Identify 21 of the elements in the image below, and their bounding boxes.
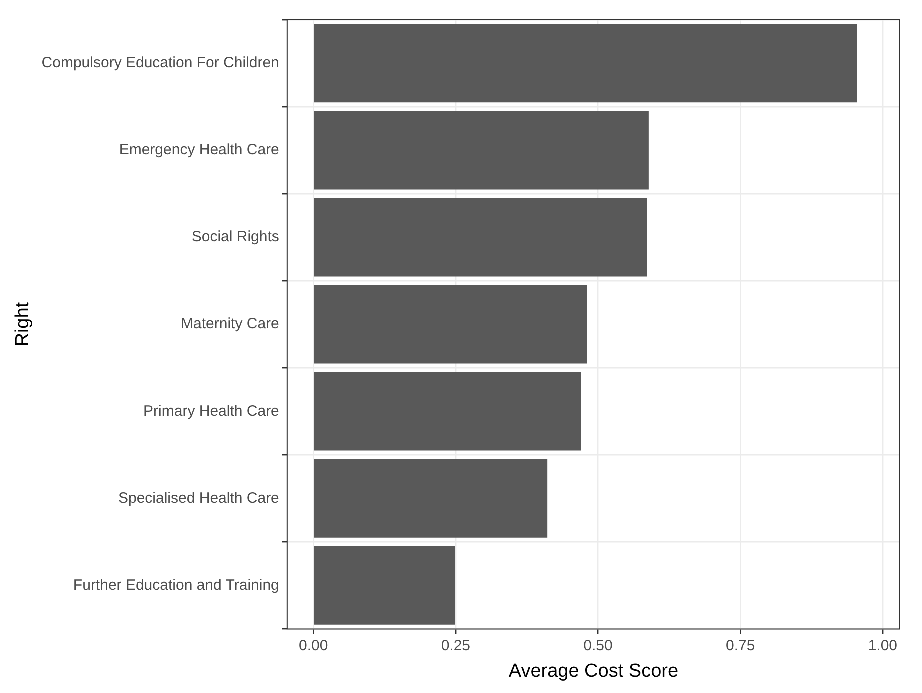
bar <box>314 459 548 538</box>
y-tick-label: Specialised Health Care <box>118 490 280 507</box>
y-tick-label: Compulsory Education For Children <box>42 54 280 72</box>
bar <box>314 111 649 190</box>
x-tick-label: 0.75 <box>726 637 756 654</box>
x-tick-label: 1.00 <box>868 637 898 654</box>
bar <box>314 372 582 451</box>
x-tick-label: 0.50 <box>584 637 613 654</box>
y-tick-label: Emergency Health Care <box>119 142 280 159</box>
x-tick-label: 0.25 <box>441 637 471 654</box>
bar <box>314 285 588 364</box>
y-tick-label: Primary Health Care <box>144 402 280 420</box>
y-axis-title: Right <box>12 302 34 347</box>
bar <box>314 24 858 103</box>
y-tick-label: Maternity Care <box>181 316 280 333</box>
bar <box>314 546 456 625</box>
bar <box>314 198 648 277</box>
x-tick-label: 0.00 <box>298 637 328 654</box>
y-tick-label: Further Education and Training <box>73 576 280 594</box>
x-axis-title: Average Cost Score <box>508 660 679 682</box>
y-tick-label: Social Rights <box>192 228 280 246</box>
